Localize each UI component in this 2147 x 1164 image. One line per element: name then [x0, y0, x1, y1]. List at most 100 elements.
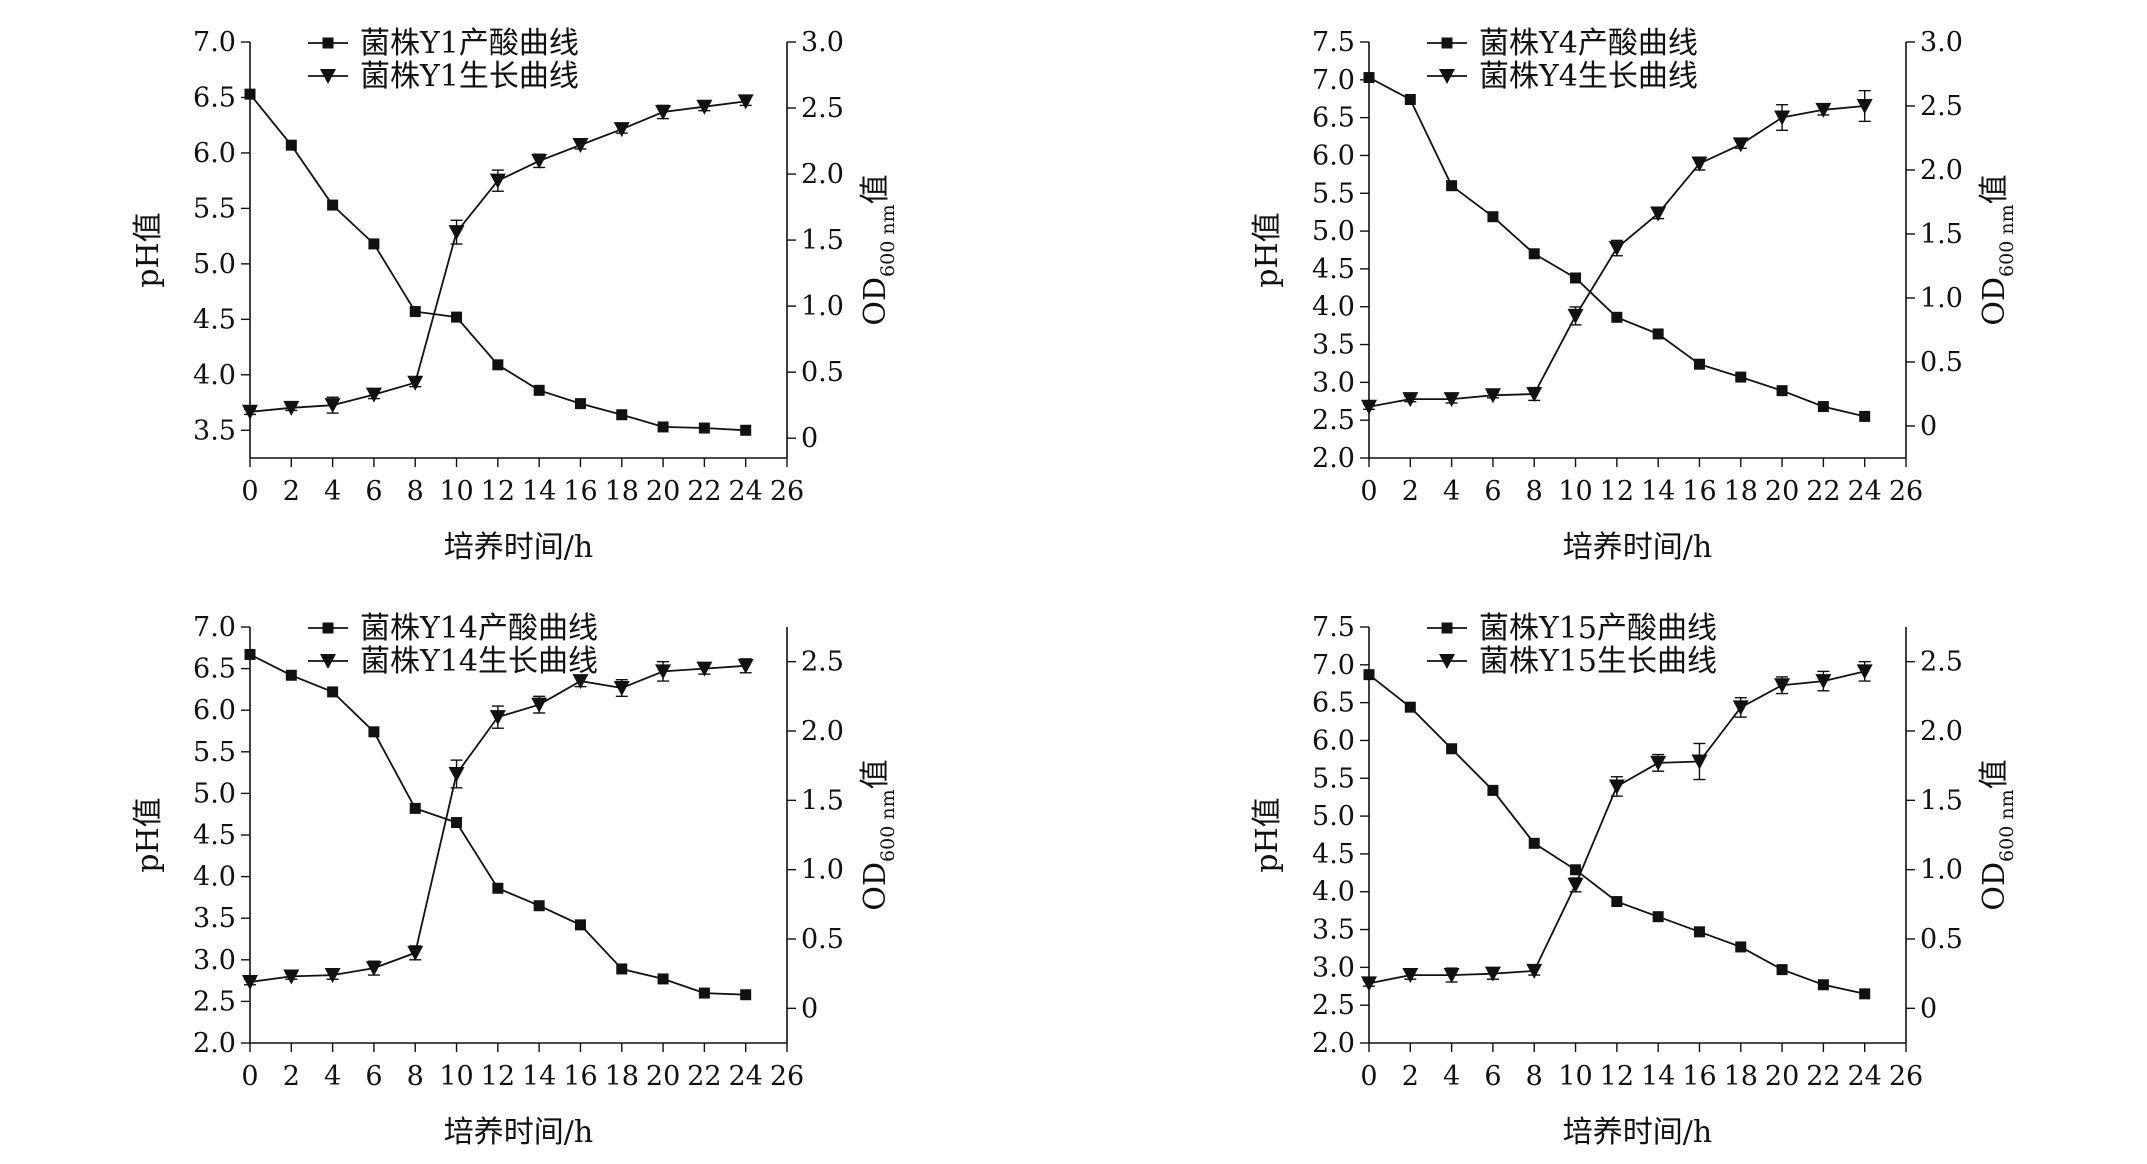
- x-tick-label: 10: [1558, 476, 1592, 507]
- x-tick-label: 0: [1360, 1061, 1377, 1092]
- x-tick-label: 22: [687, 476, 721, 507]
- y-right-tick-label: 2.5: [1920, 91, 1963, 122]
- y-left-tick-label: 4.0: [1312, 877, 1355, 908]
- data-point: [1650, 206, 1667, 222]
- x-tick-label: 12: [481, 476, 515, 507]
- x-tick-label: 16: [563, 476, 597, 507]
- legend-marker: [322, 622, 334, 634]
- y-left-tick-label: 6.0: [193, 138, 236, 169]
- data-point: [696, 99, 713, 115]
- x-tick-label: 8: [1526, 476, 1543, 507]
- y-left-tick-label: 3.0: [1312, 367, 1355, 398]
- x-tick-label: 22: [1806, 1061, 1840, 1092]
- data-point: [572, 674, 589, 690]
- y-right-tick-label: 2.5: [1920, 647, 1963, 678]
- data-point: [1608, 779, 1625, 795]
- data-point: [698, 422, 710, 434]
- data-point: [1859, 988, 1871, 1000]
- x-tick-label: 22: [1806, 476, 1840, 507]
- data-point: [740, 424, 752, 436]
- data-point: [1402, 392, 1419, 408]
- growth-series-line: [1368, 670, 1865, 985]
- data-point: [1817, 979, 1829, 991]
- data-point: [657, 973, 669, 985]
- y-right-tick-label: 3.0: [1920, 27, 1963, 58]
- x-tick-label: 2: [1402, 476, 1419, 507]
- y-left-tick-label: 5.0: [193, 249, 236, 280]
- data-point: [574, 919, 586, 931]
- x-axis-title: 培养时间/h: [444, 1115, 593, 1150]
- y-right-axis-title-subscript: 600 nm: [877, 789, 899, 862]
- data-point: [740, 989, 752, 1001]
- data-point: [492, 359, 504, 371]
- growth-series: [242, 658, 754, 990]
- y-right-tick-label: 2.0: [801, 716, 844, 747]
- data-point: [1443, 968, 1460, 984]
- growth-series: [1361, 660, 1873, 992]
- data-point: [616, 963, 628, 975]
- chart-panel-3: 0 2 4 6 8 10 12 14 16 18 20 22 24 262.02.53.03.54.04.…: [131, 611, 899, 1150]
- x-axis-title: 培养时间/h: [444, 530, 593, 565]
- data-point: [1361, 399, 1377, 415]
- data-point: [1526, 963, 1543, 979]
- y-right-tick-label: 3.0: [801, 27, 844, 58]
- legend-label: 菌株Y14生长曲线: [360, 644, 598, 679]
- legend-marker: [1439, 69, 1455, 84]
- data-point: [285, 669, 297, 681]
- legend-label: 菌株Y4生长曲线: [1479, 59, 1698, 94]
- data-point: [1526, 387, 1543, 402]
- y-right-axis-title-main: OD: [1977, 277, 2012, 326]
- y-left-axis-title: pH值: [131, 797, 166, 872]
- x-tick-label: 16: [1682, 476, 1716, 507]
- x-tick-label: 2: [1402, 1061, 1419, 1092]
- y-left-tick-label: 4.5: [1312, 254, 1355, 285]
- x-tick-label: 24: [1848, 476, 1882, 507]
- data-point: [244, 88, 256, 100]
- data-point: [572, 138, 589, 154]
- y-left-tick-label: 4.0: [193, 360, 236, 391]
- data-point: [242, 974, 258, 990]
- data-point: [1815, 102, 1832, 118]
- y-right-tick-label: 1.0: [1920, 283, 1963, 314]
- y-left-tick-label: 4.5: [1312, 839, 1355, 870]
- x-tick-label: 6: [1484, 1061, 1501, 1092]
- y-left-tick-label: 6.5: [1312, 103, 1355, 134]
- data-point: [368, 726, 380, 738]
- data-point: [1652, 328, 1664, 340]
- y-right-axis-title-suffix: 值: [1977, 759, 2012, 789]
- x-axis-title: 培养时间/h: [1563, 1115, 1712, 1150]
- x-tick-label: 18: [1724, 1061, 1758, 1092]
- x-tick-label: 20: [1765, 1061, 1799, 1092]
- x-tick-label: 16: [563, 1061, 597, 1092]
- y-right-tick-label: 2.0: [801, 159, 844, 190]
- data-point: [1446, 180, 1458, 192]
- y-right-tick-label: 1.0: [801, 855, 844, 886]
- y-right-axis-title-subscript: 600 nm: [877, 204, 899, 277]
- data-point: [1735, 371, 1747, 383]
- data-point: [409, 306, 421, 318]
- x-tick-label: 6: [365, 1061, 382, 1092]
- x-tick-label: 2: [283, 476, 300, 507]
- data-point: [1774, 110, 1791, 126]
- data-point: [368, 238, 380, 250]
- data-point: [365, 387, 382, 403]
- x-tick-label: 10: [439, 476, 473, 507]
- x-tick-label: 18: [605, 476, 639, 507]
- data-point: [1815, 674, 1832, 690]
- legend-label: 菌株Y14产酸曲线: [360, 611, 598, 646]
- acid-series-line: [1368, 673, 1865, 995]
- data-point: [409, 802, 421, 814]
- y-right-axis-title-main: OD: [858, 277, 893, 326]
- x-tick-label: 22: [687, 1061, 721, 1092]
- acid-series-line: [249, 93, 746, 432]
- data-point: [407, 375, 424, 391]
- data-point: [533, 384, 545, 396]
- y-left-tick-label: 5.5: [193, 193, 236, 224]
- x-tick-label: 0: [1360, 476, 1377, 507]
- x-tick-label: 2: [283, 1061, 300, 1092]
- data-point: [1484, 966, 1501, 982]
- y-left-axis-title: pH值: [131, 212, 166, 287]
- data-point: [1404, 701, 1416, 713]
- chart-panel-2: 0 2 4 6 8 10 12 14 16 18 20 22 24 262.02.53.03.54.04.…: [1250, 26, 2018, 565]
